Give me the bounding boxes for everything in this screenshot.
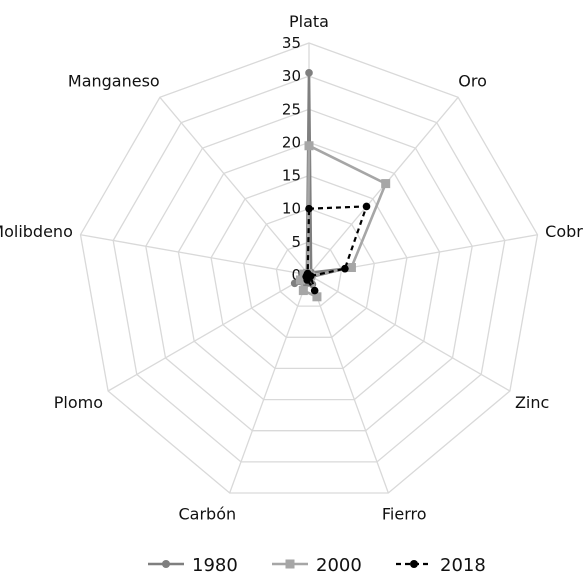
point-2018-cobre [341, 264, 349, 273]
point-2018-oro [362, 202, 371, 211]
point-2000-fierro [312, 292, 322, 302]
category-label-fierro: Fierro [382, 505, 427, 524]
point-2018-manganeso [303, 269, 312, 278]
tick-label-30: 30 [282, 67, 301, 85]
point-2000-plomo [295, 275, 305, 285]
grid-ring-6 [112, 75, 506, 463]
point-2000-oro [381, 179, 391, 189]
spoke-zinc [308, 274, 511, 392]
category-labels: Plata Oro Cobre Zinc Fierro Carbón Plomo Molibd… [0, 12, 583, 524]
category-label-manganeso: Manganeso [68, 71, 160, 90]
legend-marker-1980 [162, 560, 170, 568]
tick-label-35: 35 [282, 34, 301, 52]
point-1980-plata [305, 69, 313, 77]
grid-ring-5 [145, 108, 473, 432]
grid-ring-4 [177, 141, 441, 401]
legend-label-2000: 2000 [316, 555, 362, 576]
point-2018-fierro [310, 286, 319, 295]
radial-tick-labels: 0 5 10 15 20 25 30 35 [282, 34, 301, 284]
radar-grid [79, 42, 539, 494]
point-2000-cobre [346, 263, 356, 273]
legend-label-2018: 2018 [440, 555, 486, 576]
category-label-plata: Plata [289, 12, 329, 31]
category-label-oro: Oro [458, 71, 487, 90]
tick-label-15: 15 [282, 167, 301, 185]
legend-marker-2000 [285, 559, 295, 569]
grid-ring-1 [275, 241, 343, 307]
tick-label-25: 25 [282, 100, 301, 118]
tick-label-10: 10 [282, 200, 301, 218]
tick-label-5: 5 [291, 233, 301, 251]
legend-label-1980: 1980 [192, 555, 238, 576]
legend-marker-2018 [410, 560, 418, 568]
grid-ring-2 [243, 208, 375, 338]
point-2000-carbon [298, 286, 308, 296]
tick-label-20: 20 [282, 133, 301, 151]
spoke-fierro [308, 274, 389, 494]
point-2000-plata [304, 141, 314, 151]
point-2018-plata [305, 204, 313, 213]
category-label-zinc: Zinc [515, 393, 549, 412]
legend: 1980 2000 2018 [148, 555, 486, 576]
category-label-cobre: Cobre [545, 222, 583, 241]
spoke-plomo [107, 274, 310, 392]
category-label-molibdeno: Molibdeno [0, 222, 73, 241]
grid-ring-7 [79, 42, 539, 494]
series-layer [290, 69, 391, 302]
category-label-plomo: Plomo [54, 393, 103, 412]
spoke-manganeso [159, 96, 310, 276]
tick-label-0: 0 [291, 266, 301, 284]
grid-ring-3 [210, 174, 408, 370]
category-label-carbon: Carbón [178, 505, 236, 524]
series-2018 [302, 202, 371, 295]
spoke-carbon [229, 274, 310, 494]
spoke-molibdeno [80, 234, 310, 276]
